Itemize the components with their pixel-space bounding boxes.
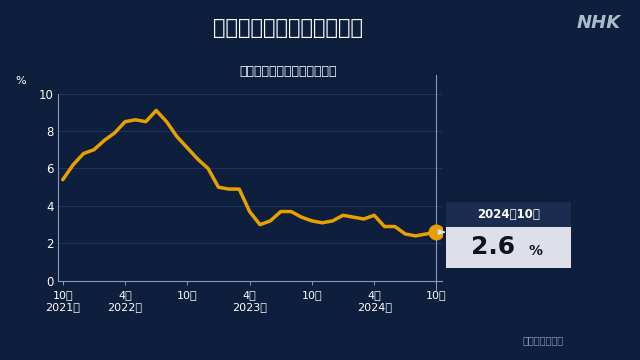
Text: 2023年: 2023年 <box>232 302 267 312</box>
Text: 4月: 4月 <box>243 290 257 300</box>
Text: 2022年: 2022年 <box>108 302 143 312</box>
Text: 2024年: 2024年 <box>356 302 392 312</box>
Text: 10月: 10月 <box>52 290 73 300</box>
Text: 2024年10月: 2024年10月 <box>477 208 540 221</box>
Text: （総合・前年同月比上昇率）: （総合・前年同月比上昇率） <box>239 65 337 78</box>
Text: %: % <box>529 244 543 258</box>
Text: 4月: 4月 <box>367 290 381 300</box>
Text: 10月: 10月 <box>177 290 198 300</box>
Text: 10月: 10月 <box>301 290 322 300</box>
Text: 2.6: 2.6 <box>472 235 515 260</box>
Point <box>431 229 442 235</box>
Text: アメリカ　消費者物価指数: アメリカ 消費者物価指数 <box>213 18 363 38</box>
Text: 10月: 10月 <box>426 290 447 300</box>
Text: 4月: 4月 <box>118 290 132 300</box>
Text: NHK: NHK <box>577 14 621 32</box>
Text: 2021年: 2021年 <box>45 302 80 312</box>
Text: アメリカ労働省: アメリカ労働省 <box>522 336 563 346</box>
Text: %: % <box>15 76 26 86</box>
